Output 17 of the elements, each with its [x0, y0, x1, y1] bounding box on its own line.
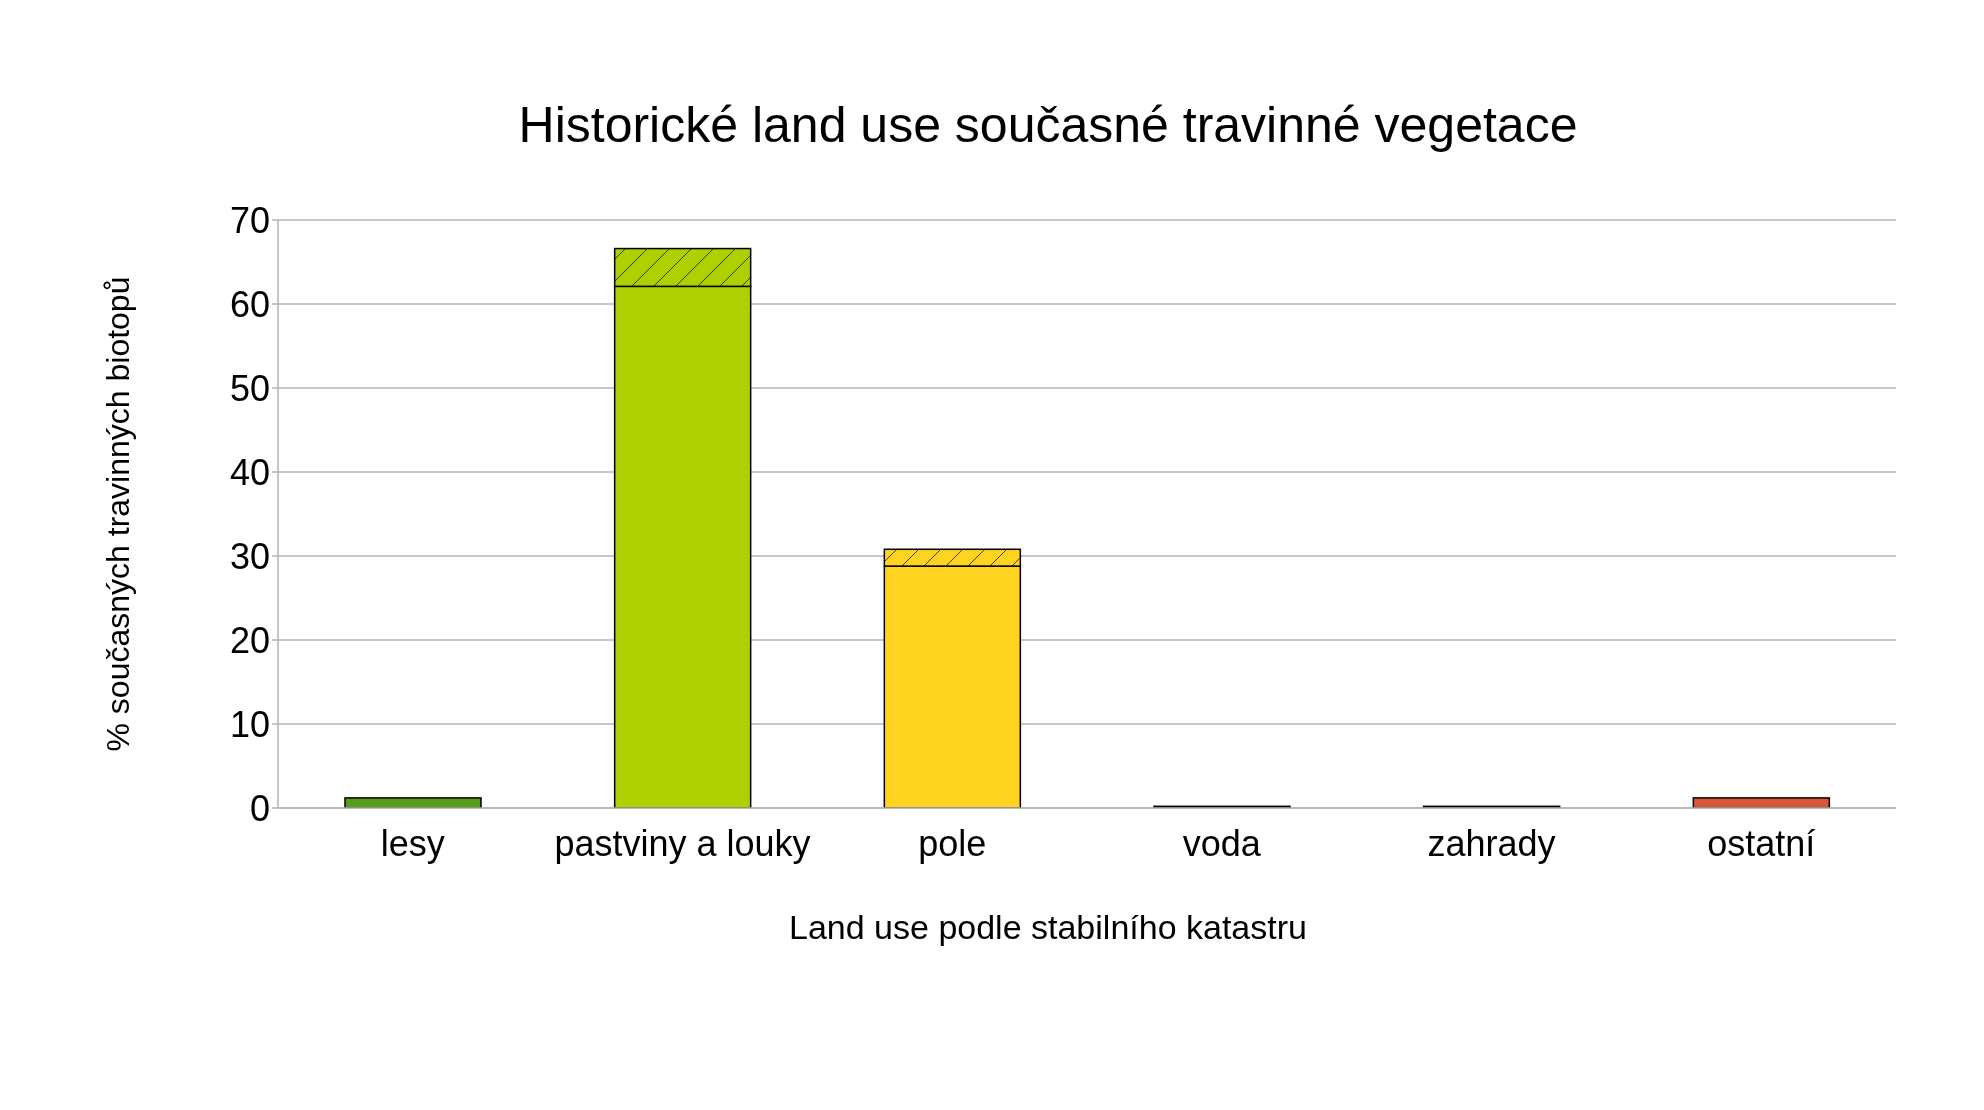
- y-tick-label: 70: [229, 199, 270, 241]
- x-tick-label: pastviny a louky: [554, 822, 811, 864]
- y-tick-label: 50: [229, 367, 270, 409]
- x-tick-label: lesy: [380, 822, 445, 864]
- x-tick-label: ostatní: [1707, 822, 1816, 864]
- y-tick-label: 10: [229, 703, 270, 745]
- y-tick-label: 40: [229, 451, 270, 493]
- x-tick-label: pole: [918, 822, 987, 864]
- x-tick-label: zahrady: [1427, 822, 1556, 864]
- chart-title: Historické land use současné travinné vegetace: [517, 96, 1579, 154]
- y-tick-label: 20: [229, 619, 270, 661]
- y-tick-label: 0: [249, 787, 270, 829]
- y-axis-title: % současných travinných biotopů: [100, 276, 137, 752]
- x-axis-title: Land use podle stabilního katastru: [788, 908, 1308, 947]
- x-tick-label: voda: [1182, 822, 1262, 864]
- y-tick-label: 60: [229, 283, 270, 325]
- y-tick-label: 30: [229, 535, 270, 577]
